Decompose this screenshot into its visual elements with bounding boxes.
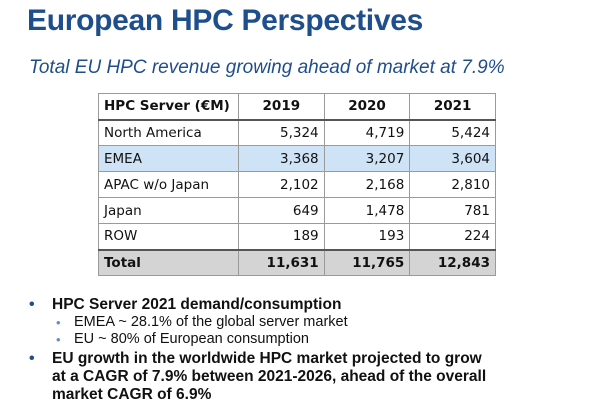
- row-label: North America: [98, 119, 239, 146]
- cell-2019: 5,324: [238, 119, 325, 146]
- bullet-item: • EU growth in the worldwide HPC market …: [26, 350, 596, 404]
- cell-2021: 224: [409, 223, 496, 250]
- table-row-row: ROW 189 193 224: [98, 223, 496, 250]
- hpc-revenue-table: HPC Server (€M) 2019 2020 2021 North Ame…: [98, 93, 496, 276]
- sub-bullet-text: EMEA ~ 28.1% of the global server market: [74, 314, 348, 330]
- row-label: Japan: [98, 197, 239, 224]
- column-header-2019: 2019: [238, 93, 325, 121]
- sub-bullet-item: • EMEA ~ 28.1% of the global server mark…: [26, 314, 596, 331]
- bullet-dot-icon: •: [29, 296, 35, 313]
- column-header-2021: 2021: [409, 93, 496, 121]
- cell-2019: 649: [238, 197, 325, 224]
- sub-bullet-item: • EU ~ 80% of European consumption: [26, 331, 596, 348]
- table-row-apac: APAC w/o Japan 2,102 2,168 2,810: [98, 171, 496, 198]
- cell-2019: 11,631: [238, 248, 325, 276]
- cell-2020: 2,168: [323, 171, 411, 198]
- table-row-japan: Japan 649 1,478 781: [98, 197, 496, 224]
- slide-title: European HPC Perspectives: [27, 4, 423, 37]
- cell-2021: 12,843: [409, 248, 496, 276]
- slide-subtitle: Total EU HPC revenue growing ahead of ma…: [29, 57, 505, 78]
- table-header-row: HPC Server (€M) 2019 2020 2021: [98, 93, 496, 121]
- cell-2021: 2,810: [409, 171, 496, 198]
- cell-2019: 3,368: [238, 145, 325, 172]
- bullet-line: EU growth in the worldwide HPC market pr…: [52, 350, 482, 367]
- cell-2020: 11,765: [323, 248, 411, 276]
- sub-bullet-dot-icon: •: [56, 315, 61, 330]
- table-row-total: Total 11,631 11,765 12,843: [98, 248, 496, 276]
- cell-2020: 1,478: [323, 197, 411, 224]
- row-label: EMEA: [98, 145, 239, 172]
- bullet-text: HPC Server 2021 demand/consumption: [52, 296, 342, 313]
- cell-2019: 2,102: [238, 171, 325, 198]
- sub-bullet-dot-icon: •: [56, 332, 61, 347]
- bullet-line: at a CAGR of 7.9% between 2021-2026, ahe…: [52, 368, 487, 385]
- bullet-line: market CAGR of 6.9%: [52, 386, 212, 403]
- cell-2021: 5,424: [409, 119, 496, 146]
- cell-2020: 4,719: [323, 119, 411, 146]
- cell-2019: 189: [238, 223, 325, 250]
- column-header-segment: HPC Server (€M): [98, 93, 239, 121]
- bullet-dot-icon: •: [29, 350, 35, 367]
- cell-2020: 3,207: [323, 145, 411, 172]
- bullet-item: • HPC Server 2021 demand/consumption: [26, 296, 596, 314]
- sub-bullet-text: EU ~ 80% of European consumption: [74, 331, 309, 347]
- bullet-list: • HPC Server 2021 demand/consumption • E…: [26, 296, 596, 404]
- table-row-emea: EMEA 3,368 3,207 3,604: [98, 145, 496, 172]
- table-row-north-america: North America 5,324 4,719 5,424: [98, 119, 496, 146]
- row-label: ROW: [98, 223, 239, 250]
- cell-2020: 193: [323, 223, 411, 250]
- row-label: APAC w/o Japan: [98, 171, 239, 198]
- column-header-2020: 2020: [323, 93, 411, 121]
- cell-2021: 3,604: [409, 145, 496, 172]
- row-label: Total: [98, 248, 239, 276]
- cell-2021: 781: [409, 197, 496, 224]
